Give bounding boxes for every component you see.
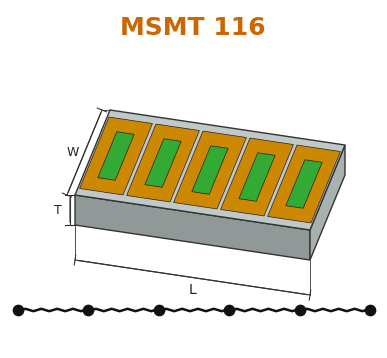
Polygon shape: [173, 131, 247, 209]
Polygon shape: [267, 145, 341, 223]
Text: T: T: [54, 203, 62, 217]
Point: [85, 307, 91, 313]
Point: [367, 307, 373, 313]
Polygon shape: [127, 124, 199, 202]
Polygon shape: [286, 160, 322, 208]
Text: L: L: [188, 282, 196, 296]
Point: [226, 307, 232, 313]
Polygon shape: [145, 139, 181, 187]
Text: W: W: [66, 146, 79, 159]
Polygon shape: [75, 195, 310, 260]
Text: MSMT 116: MSMT 116: [120, 16, 266, 40]
Point: [156, 307, 162, 313]
Polygon shape: [221, 138, 293, 216]
Polygon shape: [239, 153, 275, 201]
Polygon shape: [98, 132, 134, 180]
Polygon shape: [80, 117, 152, 195]
Polygon shape: [192, 146, 228, 194]
Point: [296, 307, 303, 313]
Polygon shape: [75, 110, 345, 230]
Point: [15, 307, 21, 313]
Polygon shape: [310, 145, 345, 260]
